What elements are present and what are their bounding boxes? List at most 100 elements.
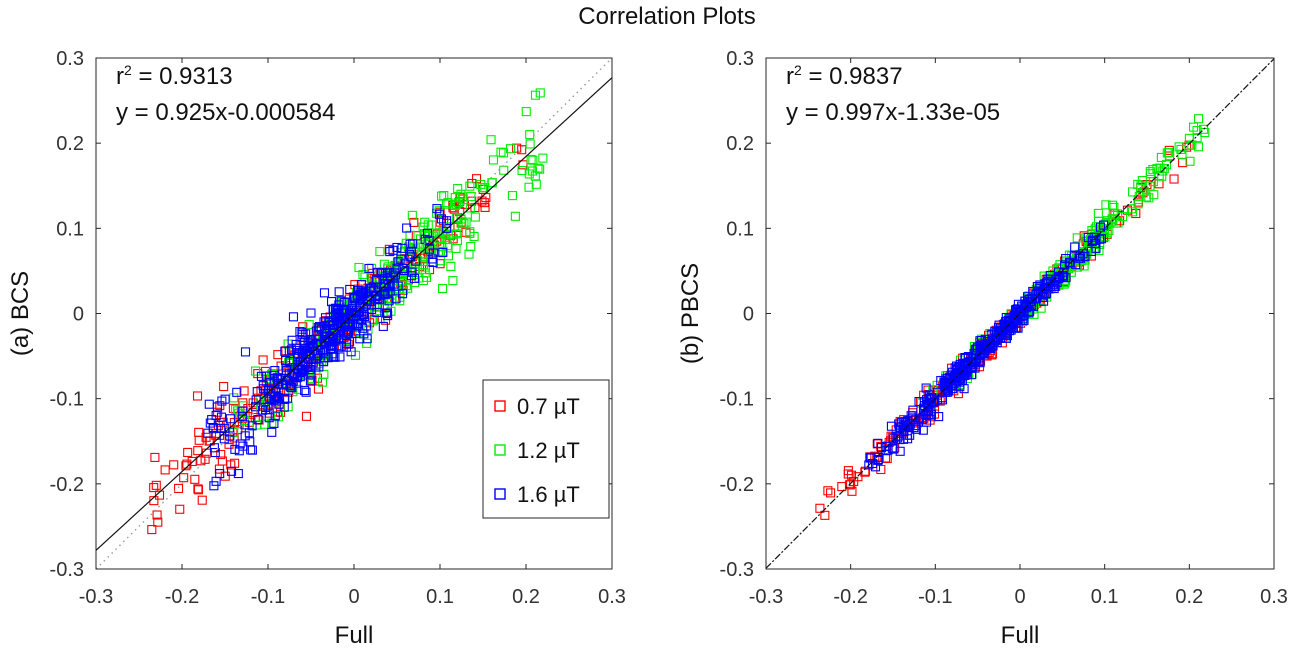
data-point: [470, 212, 480, 222]
data-point: [1058, 272, 1069, 282]
data-point: [1164, 145, 1174, 155]
data-point: [420, 262, 430, 272]
legend-label: 1.2 µT: [517, 438, 580, 463]
data-point: [391, 294, 401, 304]
data-point: [496, 147, 506, 157]
data-point: [235, 439, 245, 449]
data-point: [1012, 306, 1022, 316]
data-point: [301, 411, 312, 421]
data-point: [267, 427, 277, 437]
data-point: [229, 393, 239, 403]
data-point: [893, 433, 903, 443]
data-point: [1176, 144, 1186, 154]
data-point: [1075, 251, 1085, 261]
data-point: [286, 345, 297, 355]
data-point: [219, 434, 229, 444]
data-point: [250, 402, 261, 412]
x-tick-label: 0.1: [426, 586, 454, 608]
data-point: [984, 339, 994, 350]
data-point: [465, 181, 475, 191]
data-point: [1118, 212, 1128, 222]
data-point: [279, 393, 289, 403]
data-point: [381, 308, 392, 318]
data-point: [1054, 272, 1064, 282]
data-point: [441, 199, 451, 209]
data-point: [403, 283, 413, 293]
data-point: [335, 352, 345, 362]
data-point: [889, 444, 899, 454]
data-point: [535, 88, 545, 98]
legend-box: [482, 379, 610, 519]
y-tick-label: 0: [743, 304, 754, 326]
data-point: [997, 326, 1008, 336]
data-point: [399, 265, 409, 276]
data-point: [895, 435, 905, 445]
data-point: [233, 468, 243, 479]
x-tick-label: -0.1: [251, 586, 285, 608]
data-point: [305, 343, 315, 353]
data-point: [525, 139, 535, 149]
data-point: [385, 286, 395, 296]
data-point: [1193, 142, 1204, 152]
data-point: [169, 460, 179, 470]
data-point: [421, 229, 431, 239]
data-point: [538, 153, 548, 163]
data-point: [994, 320, 1004, 330]
data-point: [269, 418, 279, 428]
data-point: [358, 323, 368, 333]
data-point: [225, 431, 235, 441]
data-point: [843, 469, 853, 479]
data-point: [393, 257, 403, 267]
data-point: [521, 107, 531, 117]
r-squared-prefix: r: [116, 63, 124, 90]
fit-equation-annotation: y = 0.997x-1.33e-05: [786, 99, 1000, 126]
data-point: [1163, 147, 1174, 158]
data-point: [442, 218, 452, 228]
data-point: [190, 474, 200, 484]
data-point: [977, 349, 987, 359]
data-point: [459, 219, 469, 229]
data-point: [451, 199, 462, 209]
data-point: [864, 460, 874, 470]
data-point: [1090, 239, 1100, 249]
data-point: [815, 503, 825, 513]
r-squared-annotation: r2 = 0.9837: [786, 62, 903, 90]
x-tick-label: 0.3: [598, 586, 626, 608]
data-point: [910, 421, 921, 431]
data-point: [847, 486, 857, 496]
y-axis-label: (b) PBCS: [677, 263, 704, 364]
x-tick-label: -0.2: [833, 586, 867, 608]
data-point: [1199, 124, 1209, 134]
data-point: [968, 354, 978, 364]
data-point: [1145, 169, 1155, 179]
data-point: [284, 346, 294, 356]
data-point: [332, 341, 342, 351]
data-point: [1087, 236, 1097, 247]
data-point: [1133, 199, 1143, 209]
data-point: [247, 421, 257, 431]
data-point: [923, 406, 933, 416]
data-point: [334, 287, 344, 297]
data-point: [231, 404, 241, 414]
data-point: [376, 268, 386, 278]
data-point: [147, 525, 157, 535]
data-point: [510, 211, 520, 221]
x-tick-label: -0.3: [79, 586, 113, 608]
data-point: [486, 135, 496, 145]
data-point: [409, 217, 419, 227]
data-point: [448, 276, 458, 286]
data-point: [886, 431, 896, 441]
y-tick-label: -0.2: [50, 474, 84, 496]
data-point: [330, 303, 340, 313]
data-point: [518, 160, 528, 170]
data-point: [1164, 151, 1175, 161]
data-point: [216, 449, 226, 460]
r-squared-annotation: r2 = 0.9313: [116, 62, 233, 90]
fit-equation-annotation: y = 0.925x-0.000584: [116, 99, 336, 126]
data-point: [220, 471, 230, 481]
data-point: [245, 437, 255, 447]
data-point: [886, 421, 896, 431]
data-point: [1109, 202, 1119, 213]
data-point: [909, 423, 919, 433]
data-point: [230, 444, 240, 454]
